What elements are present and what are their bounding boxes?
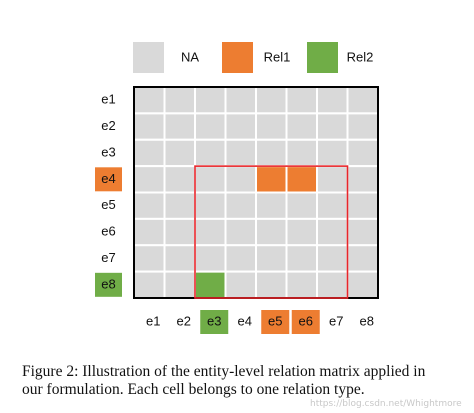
matrix-cell (163, 112, 196, 141)
matrix-cell (255, 191, 288, 220)
matrix-cell (285, 138, 318, 168)
legend-label: Rel1 (264, 49, 291, 64)
matrix-cell (285, 217, 318, 247)
matrix-cell (224, 244, 257, 273)
matrix-cell (285, 191, 318, 220)
row-label: e3 (101, 144, 115, 159)
row-label: e4 (101, 171, 115, 186)
matrix-cell (194, 244, 227, 273)
matrix-cell (133, 244, 166, 273)
matrix-cell (346, 112, 379, 141)
row-label: e6 (101, 224, 115, 239)
column-label-bg (261, 310, 290, 334)
matrix-cell (316, 270, 349, 299)
matrix-cell (194, 217, 227, 247)
matrix-cell (224, 270, 257, 299)
matrix-cell (163, 138, 196, 168)
matrix-cell (224, 191, 257, 220)
legend-label: NA (181, 49, 199, 64)
row-label-bg (95, 167, 122, 192)
legend-swatch (222, 42, 253, 73)
row-label: e2 (101, 118, 115, 133)
matrix-cell (194, 86, 227, 115)
matrix-cell (346, 86, 379, 115)
matrix-cell (346, 165, 379, 194)
matrix-cell (194, 112, 227, 141)
column-label: e4 (238, 313, 252, 328)
matrix-cell (133, 270, 166, 299)
caption-line: Figure 2: Illustration of the entity-lev… (22, 363, 426, 380)
matrix-cell (133, 86, 166, 115)
matrix-cell (346, 217, 379, 247)
matrix-cell (133, 165, 166, 194)
column-label: e5 (268, 313, 282, 328)
matrix-cell (346, 244, 379, 273)
column-label: e3 (207, 313, 221, 328)
matrix-cell (346, 270, 379, 299)
matrix-cell (316, 138, 349, 168)
matrix-cell (224, 86, 257, 115)
matrix-cell (133, 217, 166, 247)
matrix-cell (194, 138, 227, 168)
matrix-cell (346, 138, 379, 168)
matrix-cell (285, 244, 318, 273)
row-label: e5 (101, 197, 115, 212)
highlight-box (194, 165, 349, 299)
watermark: https://blog.csdn.net/Whightmore (310, 399, 462, 409)
row-label: e7 (101, 250, 115, 265)
matrix-cell (194, 270, 227, 299)
matrix-cell (163, 165, 196, 194)
matrix-cell (194, 165, 227, 194)
row-label-bg (95, 272, 122, 297)
column-label: e8 (360, 313, 374, 328)
matrix-cell (255, 112, 288, 141)
column-label: e6 (299, 313, 313, 328)
matrix-cell (316, 112, 349, 141)
matrix-cell (255, 138, 288, 168)
row-label: e8 (101, 276, 115, 291)
matrix-cell (346, 191, 379, 220)
matrix-cell (224, 112, 257, 141)
legend-swatch (133, 42, 164, 73)
legend-label: Rel2 (347, 49, 374, 64)
column-label-bg (291, 310, 320, 334)
matrix-cell (255, 217, 288, 247)
matrix-cell (224, 138, 257, 168)
matrix-cell (285, 165, 318, 194)
matrix-cell (316, 165, 349, 194)
matrix-cell (316, 86, 349, 115)
matrix-cell (285, 270, 318, 299)
row-label: e1 (101, 92, 115, 107)
column-label: e1 (146, 313, 160, 328)
caption-line: our formulation. Each cell belongs to on… (22, 381, 365, 398)
matrix-cell (316, 217, 349, 247)
matrix-cell (133, 138, 166, 168)
matrix-cell (255, 165, 288, 194)
matrix-cell (163, 86, 196, 115)
matrix-cell (255, 86, 288, 115)
matrix-cell (285, 86, 318, 115)
matrix-cell (163, 191, 196, 220)
column-label-bg (200, 310, 229, 334)
column-label: e7 (329, 313, 343, 328)
matrix-cell (316, 244, 349, 273)
matrix-cell (285, 112, 318, 141)
column-label: e2 (177, 313, 191, 328)
legend-swatch (307, 42, 338, 73)
matrix-cell (133, 191, 166, 220)
matrix-cell (133, 112, 166, 141)
matrix-cell (163, 244, 196, 273)
matrix-cell (224, 217, 257, 247)
matrix-cell (163, 217, 196, 247)
matrix-cell (163, 270, 196, 299)
matrix-cell (194, 191, 227, 220)
matrix-cell (224, 165, 257, 194)
matrix-cell (316, 191, 349, 220)
matrix-cell (255, 270, 288, 299)
matrix-cell (255, 244, 288, 273)
